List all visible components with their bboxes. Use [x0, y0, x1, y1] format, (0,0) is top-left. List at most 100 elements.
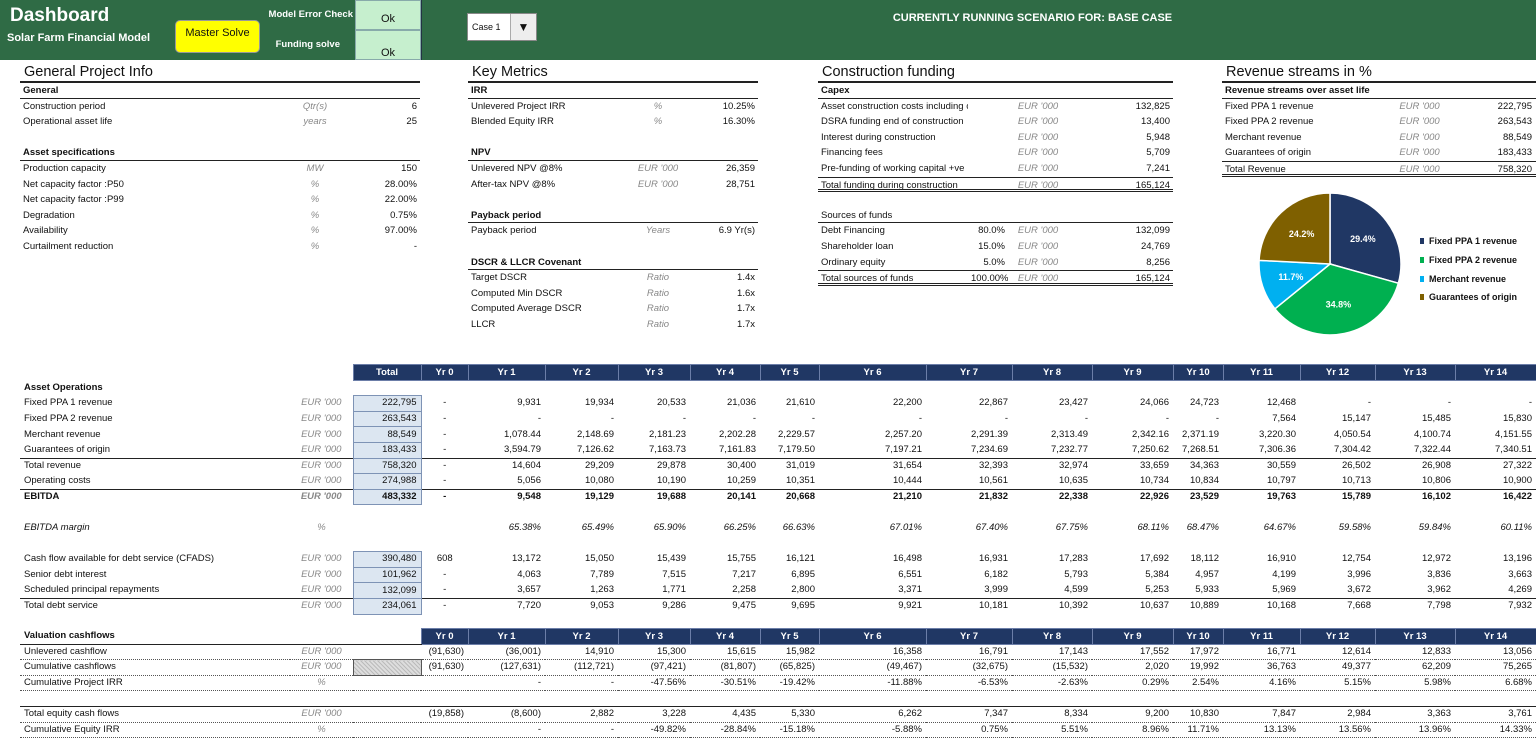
row-label: Capex: [821, 85, 850, 96]
year-value: -: [811, 413, 815, 425]
row-unit: EUR '000: [290, 488, 353, 505]
row-unit: EUR '000: [1399, 163, 1440, 174]
row-label: Senior debt interest: [24, 569, 107, 581]
row-label: Total debt service: [20, 597, 290, 614]
year-value: 13,172: [511, 553, 541, 565]
row-value: 26,359: [725, 162, 755, 174]
year-value: -: [421, 597, 468, 614]
year-value: 17,143: [1012, 644, 1092, 661]
asset-operations-table: Total Yr 0 Yr 1 Yr 2 Yr 3 Yr 4 Yr 5 Yr 6 Yr 7 Yr …: [20, 364, 1536, 615]
year-value: 13.96%: [1375, 722, 1455, 738]
year-value: 59.58%: [1338, 522, 1371, 534]
row-value: 10.25%: [722, 100, 755, 112]
row-value: [1068, 83, 1173, 98]
row-value: 132,099: [1135, 225, 1170, 237]
year-value: [1092, 380, 1173, 396]
info-row: Asset construction costs including conti…: [818, 99, 1173, 115]
year-value: 66.63%: [782, 522, 815, 534]
year-value: 7,163.73: [649, 444, 686, 456]
row-value: 0.75%: [390, 209, 417, 221]
year-value: 10,181: [926, 597, 1012, 614]
year-value: 19,688: [618, 488, 690, 505]
info-row: After-tax NPV @8% EUR '000 28,751: [468, 177, 758, 193]
year-value: 7,340.51: [1495, 444, 1532, 456]
legend-label: Fixed PPA 1 revenue: [1429, 236, 1518, 247]
year-value: 21,210: [819, 488, 926, 505]
year-value: 27,322: [1455, 457, 1536, 474]
row-value: 1.7x: [737, 318, 755, 330]
row-unit: EUR '000: [1399, 116, 1440, 128]
pie-data-label: 34.8%: [1326, 299, 1352, 309]
row-label: Total funding during construction: [821, 179, 958, 190]
spacer: [818, 192, 1173, 208]
column-header-year: Yr 8: [1011, 628, 1093, 645]
year-value: 3,663: [1508, 569, 1532, 581]
year-value: 12,833: [1375, 644, 1455, 661]
year-value: (8,600): [468, 705, 545, 723]
section-title: Construction funding: [818, 63, 1173, 83]
year-value: 7,126.62: [577, 444, 614, 456]
year-value: -: [545, 675, 618, 692]
row-label: Degradation: [23, 209, 75, 221]
year-value: -: [443, 444, 447, 456]
year-value: 10,713: [1341, 475, 1371, 487]
row-unit: Qtr(s): [302, 100, 328, 112]
valuation-title: Valuation cashflows: [20, 628, 290, 645]
year-value: [1300, 380, 1375, 396]
year-value: 7,217: [732, 569, 756, 581]
row-unit: Ratio: [646, 303, 670, 315]
year-value: 10,635: [1058, 475, 1088, 487]
year-value: -: [421, 457, 468, 474]
year-value: -: [468, 675, 545, 692]
row-unit: EUR '000: [1017, 240, 1059, 252]
year-value: 5,253: [1145, 584, 1169, 596]
year-value: (65,825): [760, 659, 819, 676]
year-value: 5.98%: [1375, 675, 1455, 692]
row-value: 25: [406, 116, 417, 128]
column-header-year: Yr 6: [818, 364, 927, 381]
row-value: 132,825: [1135, 100, 1170, 112]
year-value: 65.38%: [508, 522, 541, 534]
blank-cell: [20, 691, 1536, 707]
year-value: 4,957: [1195, 569, 1219, 581]
row-unit: [1372, 83, 1467, 98]
row-label: Cash flow available for debt service (CF…: [24, 553, 215, 565]
row-unit: MW: [306, 162, 324, 174]
column-header-year: Yr 5: [759, 628, 820, 645]
row-percent: [968, 178, 1008, 190]
legend-label: Merchant revenue: [1429, 273, 1507, 284]
row-percent: [968, 161, 1008, 177]
column-header-year: Yr 4: [689, 364, 761, 381]
year-value: 66.25%: [723, 522, 756, 534]
year-value: [760, 380, 819, 396]
year-value: 21,610: [785, 397, 815, 409]
row-unit: EUR '000: [290, 705, 353, 723]
row-value: 28.00%: [384, 178, 417, 190]
master-solve-button[interactable]: Master Solve: [175, 20, 260, 53]
year-value: 5,330: [760, 705, 819, 723]
row-percent: 80.0%: [978, 225, 1005, 237]
row-value: 5,948: [1146, 131, 1170, 143]
table-row: Total revenue EUR '000 758,320-14,604 29,20…: [20, 457, 1536, 475]
table-row: Merchant revenue EUR '000 88,549 - 1,078.44 2…: [20, 426, 1536, 443]
year-value: 60.11%: [1500, 522, 1532, 534]
year-value: [1173, 380, 1223, 396]
row-unit: EUR '000: [301, 569, 342, 581]
row-unit: [274, 145, 356, 160]
case-dropdown[interactable]: Case 1 ▼: [467, 13, 537, 41]
year-value: [1375, 380, 1455, 396]
row-label: Merchant revenue: [24, 428, 101, 440]
year-value: 31,019: [760, 457, 819, 474]
row-label: Cumulative Project IRR: [20, 675, 290, 692]
total-cell: 483,332: [352, 488, 422, 506]
year-value: 7,347: [926, 705, 1012, 723]
year-value: 14,604: [468, 457, 545, 474]
case-dropdown-value: Case 1: [472, 22, 501, 32]
row-label: Asset Operations: [24, 381, 103, 393]
chevron-down-icon[interactable]: ▼: [510, 14, 536, 40]
pie-data-label: 24.2%: [1289, 229, 1315, 239]
row-label: Unlevered NPV @8%: [471, 162, 563, 174]
year-value: 9,548: [468, 488, 545, 505]
row-label: Fixed PPA 1 revenue: [24, 397, 113, 409]
